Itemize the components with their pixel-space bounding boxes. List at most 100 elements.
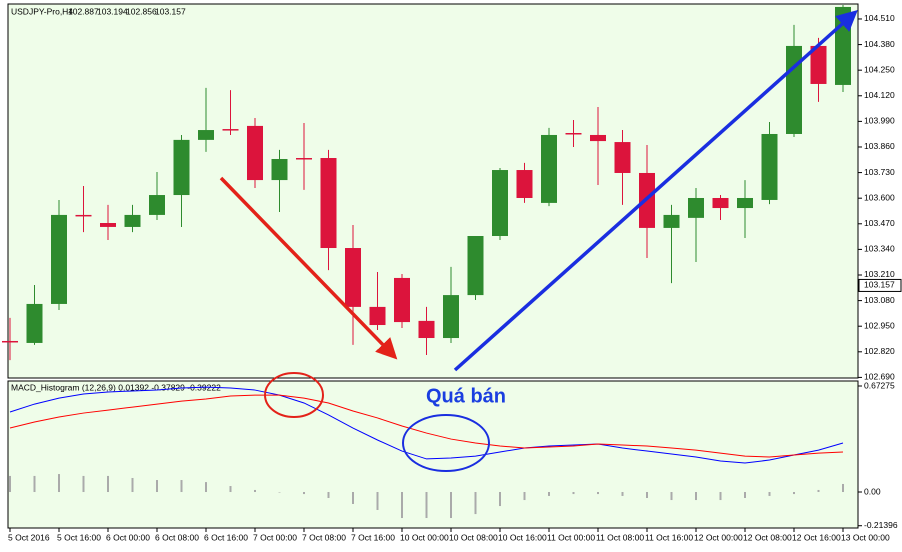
histogram-bar [670, 492, 673, 501]
candle-body [541, 134, 557, 203]
macd-line [9, 394, 844, 458]
candle-body [51, 214, 67, 304]
histogram-bar [401, 492, 403, 519]
histogram-bar [156, 480, 158, 493]
candle-body [492, 170, 508, 237]
x-tick-label: 12 Oct 00:00 [694, 532, 743, 542]
x-tick-label: 11 Oct 00:00 [547, 532, 595, 542]
candle-body [271, 158, 288, 181]
x-tick-label: 6 Oct 16:00 [204, 532, 248, 542]
histogram-bar [597, 492, 599, 495]
down-arrow [219, 176, 398, 360]
candle-body [149, 195, 165, 215]
candle-body [394, 277, 410, 323]
histogram-bar [254, 489, 256, 493]
y-tick-label: 102.950 [864, 320, 895, 330]
histogram-bar [205, 482, 207, 493]
up-arrow [453, 10, 858, 372]
y-tick-label: 0.00 [864, 486, 881, 496]
candle-body [26, 303, 43, 343]
candle-body [516, 170, 533, 198]
histogram-bar [548, 492, 550, 496]
x-tick-label: 10 Oct 08:00 [449, 532, 498, 542]
candle-body [688, 197, 704, 218]
histogram-bar [744, 492, 746, 498]
x-tick-label: 11 Oct 16:00 [645, 532, 693, 542]
histogram-bar [695, 492, 697, 501]
x-tick-label: 7 Oct 08:00 [302, 532, 346, 542]
y-tick-label: 103.080 [864, 295, 895, 305]
x-tick-label: 6 Oct 00:00 [106, 532, 150, 542]
histogram-bar [499, 492, 501, 507]
cross-circle-blue [402, 414, 490, 472]
candle-body [443, 295, 459, 339]
candle-body [712, 197, 729, 209]
y-tick-label: 104.380 [864, 39, 895, 49]
x-tick-label: 10 Oct 00:00 [400, 532, 449, 542]
histogram-bar [327, 492, 330, 498]
candle-body [614, 142, 631, 173]
y-tick-label: 103.600 [864, 192, 895, 202]
histogram-bar [278, 492, 281, 493]
histogram-bar [107, 475, 109, 493]
candle-body [565, 132, 582, 135]
current-price-label: 103.157 [864, 280, 895, 290]
histogram-bar [793, 492, 795, 495]
y-tick-label: 103.990 [864, 116, 895, 126]
candle-body [737, 197, 753, 209]
ohlc-low: 102.856 [126, 6, 157, 16]
candle-body [810, 45, 827, 84]
y-tick-label: 103.210 [864, 269, 895, 279]
y-tick-label: 0.67275 [864, 380, 895, 390]
histogram-bar [82, 475, 85, 493]
x-tick-label: 6 Oct 08:00 [155, 532, 199, 542]
histogram-bar [719, 492, 722, 501]
histogram-bar [474, 492, 477, 515]
y-tick-label: 102.820 [864, 346, 895, 356]
x-tick-label: 12 Oct 16:00 [792, 532, 841, 542]
candle-body [296, 158, 312, 160]
histogram-bar [572, 492, 575, 495]
y-tick-label: 103.730 [864, 167, 895, 177]
histogram-bar [425, 492, 428, 519]
candle-body [247, 125, 263, 181]
x-tick-label: 11 Oct 08:00 [596, 532, 644, 542]
candle-body [320, 158, 337, 249]
histogram-bar [33, 475, 36, 493]
annotation: Quá bán [426, 385, 506, 407]
histogram-bar [352, 492, 354, 504]
y-tick-label: 102.690 [864, 372, 895, 382]
x-tick-label: 10 Oct 16:00 [498, 532, 547, 542]
histogram-bar [768, 492, 771, 496]
histogram-bar [180, 480, 183, 493]
candle-body [100, 223, 116, 227]
histogram-bar [376, 492, 379, 510]
candle-body [222, 129, 239, 131]
candle-body [418, 320, 435, 339]
histogram-bar [450, 492, 452, 519]
candle-body [124, 214, 141, 227]
candle-body [2, 340, 18, 343]
cross-circle-red [264, 372, 324, 418]
histogram-bar [621, 492, 624, 496]
histogram-bar [646, 492, 648, 498]
symbol: USDJPY-Pro,H4 [11, 6, 73, 16]
histogram-bar [229, 486, 232, 493]
x-tick-label: 7 Oct 00:00 [253, 532, 297, 542]
candle-body [173, 139, 190, 196]
candle-body [590, 134, 606, 142]
x-tick-label: 7 Oct 16:00 [351, 532, 395, 542]
y-tick-label: 103.340 [864, 244, 895, 254]
histogram-bar [842, 483, 844, 493]
histogram-bar [303, 492, 305, 495]
x-tick-label: 5 Oct 2016 [8, 532, 50, 542]
candle-body [198, 130, 214, 140]
histogram-bar [9, 475, 11, 493]
ohlc-close: 103.157 [155, 6, 186, 16]
candle-body [663, 214, 680, 228]
x-tick-label: 5 Oct 16:00 [57, 532, 101, 542]
y-tick-label: -0.21396 [864, 520, 898, 530]
macd-title: MACD_Histogram (12,26,9) 0.01392 -0.3782… [11, 382, 221, 392]
histogram-bar [817, 489, 820, 493]
